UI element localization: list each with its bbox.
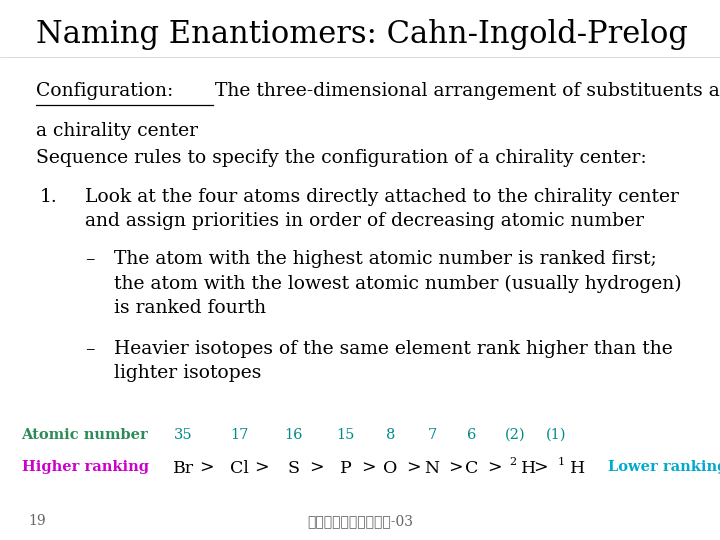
Text: 6: 6 (467, 428, 477, 442)
Text: סטריוכימיה-03: סטריוכימיה-03 (307, 514, 413, 528)
Text: >: > (487, 460, 502, 477)
Text: >: > (254, 460, 269, 477)
Text: Br: Br (173, 460, 194, 477)
Text: 16: 16 (284, 428, 303, 442)
Text: –: – (85, 250, 94, 268)
Text: The three-dimensional arrangement of substituents at: The three-dimensional arrangement of sub… (215, 82, 720, 100)
Text: Heavier isotopes of the same element rank higher than the
lighter isotopes: Heavier isotopes of the same element ran… (114, 340, 672, 382)
Text: (2): (2) (505, 428, 525, 442)
Text: 1: 1 (558, 457, 565, 468)
Text: 8: 8 (385, 428, 395, 442)
Text: >: > (448, 460, 462, 477)
Text: (1): (1) (546, 428, 566, 442)
Text: Look at the four atoms directly attached to the chirality center
and assign prio: Look at the four atoms directly attached… (85, 188, 679, 230)
Text: Atomic number: Atomic number (22, 428, 148, 442)
Text: H: H (521, 460, 536, 477)
Text: 35: 35 (174, 428, 193, 442)
Text: Cl: Cl (230, 460, 248, 477)
Text: 2: 2 (509, 457, 516, 468)
Text: H: H (570, 460, 585, 477)
Text: N: N (424, 460, 440, 477)
Text: S: S (288, 460, 300, 477)
Text: >: > (361, 460, 376, 477)
Text: 1.: 1. (40, 188, 58, 206)
Text: The atom with the highest atomic number is ranked first;
the atom with the lowes: The atom with the highest atomic number … (114, 250, 681, 317)
Text: Configuration:: Configuration: (36, 82, 174, 100)
Text: 15: 15 (336, 428, 355, 442)
Text: 19: 19 (29, 514, 46, 528)
Text: >: > (533, 460, 547, 477)
Text: O: O (383, 460, 397, 477)
Text: >: > (406, 460, 420, 477)
Text: >: > (199, 460, 214, 477)
Text: –: – (85, 340, 94, 358)
Text: >: > (310, 460, 324, 477)
Text: 17: 17 (230, 428, 248, 442)
Text: Higher ranking: Higher ranking (22, 460, 148, 474)
Text: 7: 7 (428, 428, 436, 442)
Text: Sequence rules to specify the configuration of a chirality center:: Sequence rules to specify the configurat… (36, 149, 647, 167)
Text: C: C (465, 460, 478, 477)
Text: Lower ranking: Lower ranking (608, 460, 720, 474)
Text: P: P (340, 460, 351, 477)
Text: Naming Enantiomers: Cahn-Ingold-Prelog: Naming Enantiomers: Cahn-Ingold-Prelog (36, 19, 688, 50)
Text: a chirality center: a chirality center (36, 122, 198, 139)
